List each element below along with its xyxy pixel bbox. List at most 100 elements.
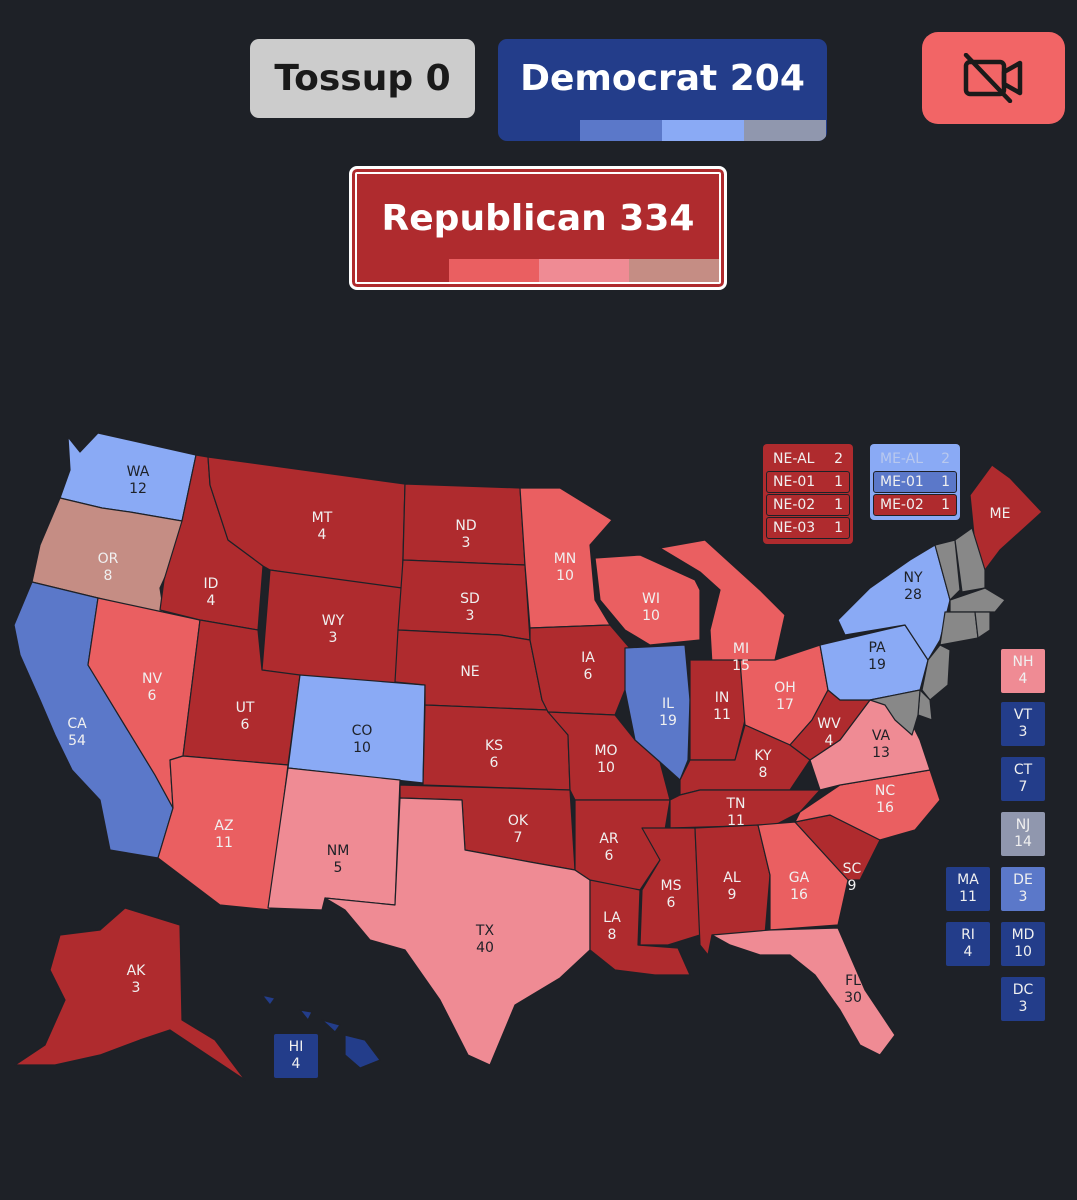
state-box-nj[interactable]: NJ 14 [1001, 812, 1045, 856]
state-label-nc: NC [875, 783, 895, 799]
district-ev: 1 [834, 520, 843, 536]
state-ct[interactable] [939, 611, 979, 646]
state-ev-la: 8 [608, 927, 617, 943]
state-hi[interactable] [261, 994, 381, 1069]
state-mn[interactable] [519, 487, 613, 629]
state-ak[interactable] [14, 907, 246, 1081]
state-box-hi[interactable]: HI 4 [274, 1034, 318, 1078]
state-nh[interactable] [954, 527, 986, 593]
state-la[interactable] [589, 879, 691, 976]
state-box-ri[interactable]: RI 4 [946, 922, 990, 966]
state-label-ga: GA [789, 870, 810, 886]
state-label-wi: WI [642, 591, 660, 607]
district-label: NE-02 [773, 497, 816, 513]
maine-district-me-02[interactable]: ME-02 1 [873, 494, 957, 516]
state-ev-pa: 19 [868, 657, 886, 673]
box-state-label: MD [1011, 927, 1035, 943]
state-label-mt: MT [312, 510, 333, 526]
maine-district-me-al[interactable]: ME-AL 2 [873, 448, 957, 470]
camera-off-button[interactable] [922, 32, 1065, 124]
box-state-ev: 4 [963, 944, 973, 960]
state-ev-ar: 6 [605, 848, 614, 864]
maine-district-panel: ME-AL 2 ME-01 1 ME-02 1 [870, 444, 960, 520]
nebraska-district-ne-al[interactable]: NE-AL 2 [766, 448, 850, 470]
democrat-label: Democrat 204 [520, 58, 805, 99]
box-state-label: MA [957, 872, 979, 888]
maine-district-me-01[interactable]: ME-01 1 [873, 471, 957, 493]
state-ev-wv: 4 [825, 733, 834, 749]
box-state-ev: 11 [959, 889, 977, 905]
state-box-vt[interactable]: VT 3 [1001, 702, 1045, 746]
state-ev-mo: 10 [597, 760, 615, 776]
state-md[interactable] [869, 689, 921, 736]
state-nj[interactable] [921, 644, 951, 701]
state-nm[interactable] [267, 767, 401, 911]
state-label-nd: ND [455, 518, 476, 534]
district-label: NE-AL [773, 451, 815, 467]
state-ma[interactable] [949, 587, 1006, 613]
camera-off-icon [963, 53, 1022, 103]
box-state-label: RI [961, 927, 975, 943]
state-ev-nm: 5 [334, 860, 343, 876]
republican-rating-bar [449, 259, 719, 282]
box-state-ev: 3 [1018, 724, 1028, 740]
box-state-label: DE [1013, 872, 1033, 888]
state-label-al: AL [723, 870, 741, 886]
democrat-tilt-segment [744, 120, 826, 141]
state-ev-wi: 10 [642, 608, 660, 624]
state-label-ut: UT [236, 700, 255, 716]
state-label-pa: PA [868, 640, 886, 656]
box-state-label: NH [1012, 654, 1034, 670]
state-ev-ia: 6 [584, 667, 593, 683]
republican-total-button[interactable]: Republican 334 [349, 166, 727, 290]
democrat-lean-segment [662, 120, 744, 141]
state-box-ct[interactable]: CT 7 [1001, 757, 1045, 801]
state-ev-ms: 6 [667, 895, 676, 911]
state-ev-ny: 28 [904, 587, 922, 603]
republican-lean-segment [539, 259, 629, 282]
tossup-total-button[interactable]: Tossup 0 [250, 39, 475, 118]
state-vt[interactable] [934, 539, 961, 601]
republican-tilt-segment [629, 259, 719, 282]
district-label: NE-03 [773, 520, 816, 536]
box-state-label: DC [1012, 982, 1034, 998]
state-label-ny: NY [903, 570, 922, 586]
state-fl[interactable] [711, 927, 896, 1056]
nebraska-district-ne-01[interactable]: NE-01 1 [766, 471, 850, 493]
state-box-dc[interactable]: DC 3 [1001, 977, 1045, 1021]
state-ev-az: 11 [215, 835, 233, 851]
state-label-in: IN [715, 690, 730, 706]
state-ev-il: 19 [659, 713, 677, 729]
state-ev-nc: 16 [876, 800, 894, 816]
box-state-ev: 7 [1018, 779, 1028, 795]
state-ri[interactable] [974, 611, 991, 639]
state-ev-mt: 4 [318, 527, 327, 543]
nebraska-district-ne-03[interactable]: NE-03 1 [766, 517, 850, 539]
state-box-de[interactable]: DE 3 [1001, 867, 1045, 911]
state-tx[interactable] [324, 797, 591, 1066]
state-in[interactable] [689, 659, 746, 761]
state-label-sc: SC [843, 861, 862, 877]
state-ev-ks: 6 [490, 755, 499, 771]
district-ev: 1 [834, 497, 843, 513]
democrat-total-button[interactable]: Democrat 204 [498, 39, 827, 141]
state-box-md[interactable]: MD 10 [1001, 922, 1045, 966]
state-ev-tx: 40 [476, 940, 494, 956]
state-wi[interactable] [594, 554, 701, 646]
state-label-mn: MN [554, 551, 577, 567]
state-label-az: AZ [214, 818, 233, 834]
state-label-co: CO [352, 723, 373, 739]
box-state-ev: 4 [291, 1056, 301, 1072]
state-box-ma[interactable]: MA 11 [946, 867, 990, 911]
state-ev-sd: 3 [466, 608, 475, 624]
state-label-nm: NM [327, 843, 350, 859]
nebraska-district-ne-02[interactable]: NE-02 1 [766, 494, 850, 516]
state-box-nh[interactable]: NH 4 [1001, 649, 1045, 693]
republican-label: Republican 334 [381, 198, 695, 239]
state-label-me: ME [990, 506, 1011, 522]
state-ev-nv: 6 [148, 688, 157, 704]
state-label-ky: KY [754, 748, 772, 764]
box-state-ev: 3 [1018, 889, 1028, 905]
state-ev-mn: 10 [556, 568, 574, 584]
state-ev-ga: 16 [790, 887, 808, 903]
